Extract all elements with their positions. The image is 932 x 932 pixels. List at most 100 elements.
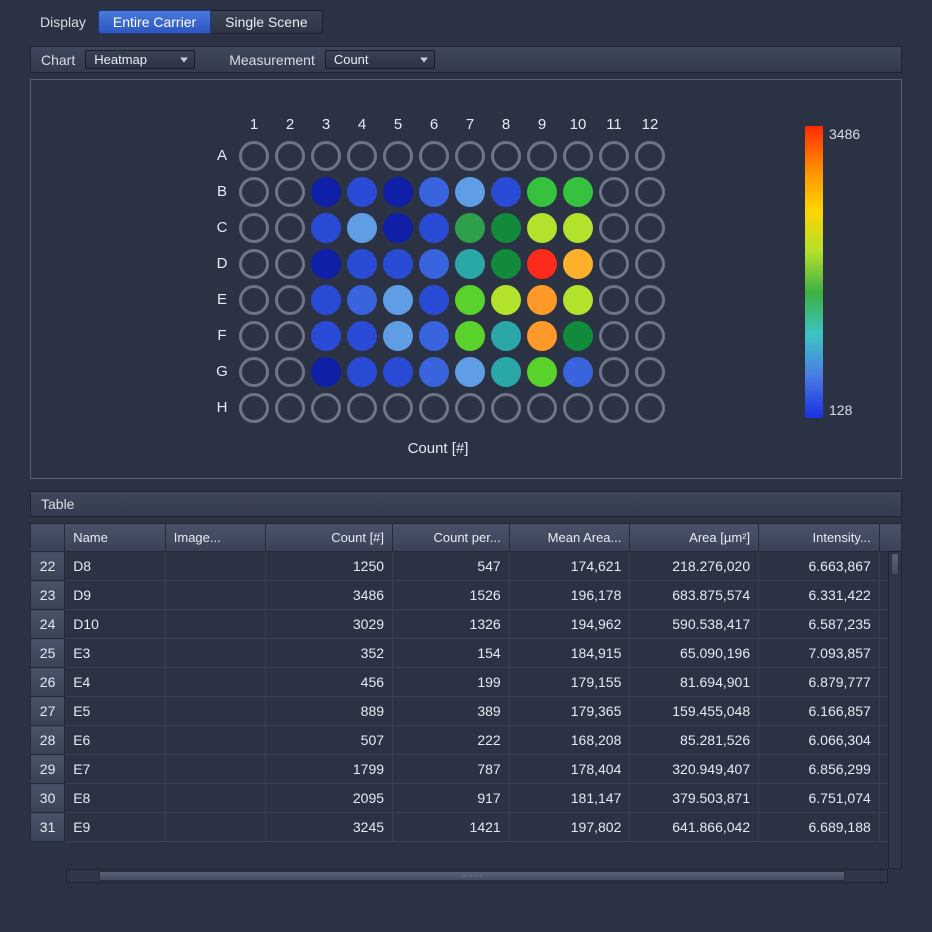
well-G8[interactable] (491, 357, 521, 387)
well-F6[interactable] (419, 321, 449, 351)
well-B9[interactable] (527, 177, 557, 207)
well-F7[interactable] (455, 321, 485, 351)
well-A5[interactable] (383, 141, 413, 171)
well-D3[interactable] (311, 249, 341, 279)
well-B12[interactable] (635, 177, 665, 207)
well-G6[interactable] (419, 357, 449, 387)
well-F11[interactable] (599, 321, 629, 351)
well-C4[interactable] (347, 213, 377, 243)
well-B7[interactable] (455, 177, 485, 207)
col-header-area[interactable]: Area [µm²] (630, 524, 759, 552)
well-E2[interactable] (275, 285, 305, 315)
well-H6[interactable] (419, 393, 449, 423)
well-H4[interactable] (347, 393, 377, 423)
table-horizontal-scrollbar[interactable] (66, 869, 888, 883)
well-B1[interactable] (239, 177, 269, 207)
well-H9[interactable] (527, 393, 557, 423)
entire-carrier-button[interactable]: Entire Carrier (98, 10, 211, 34)
col-header-name[interactable]: Name (65, 524, 166, 552)
well-H11[interactable] (599, 393, 629, 423)
well-E12[interactable] (635, 285, 665, 315)
well-A12[interactable] (635, 141, 665, 171)
well-A9[interactable] (527, 141, 557, 171)
well-G3[interactable] (311, 357, 341, 387)
well-C2[interactable] (275, 213, 305, 243)
well-A4[interactable] (347, 141, 377, 171)
well-C11[interactable] (599, 213, 629, 243)
well-D9[interactable] (527, 249, 557, 279)
well-E3[interactable] (311, 285, 341, 315)
well-C10[interactable] (563, 213, 593, 243)
well-C3[interactable] (311, 213, 341, 243)
well-C9[interactable] (527, 213, 557, 243)
well-D12[interactable] (635, 249, 665, 279)
well-B5[interactable] (383, 177, 413, 207)
well-A2[interactable] (275, 141, 305, 171)
well-G9[interactable] (527, 357, 557, 387)
well-F9[interactable] (527, 321, 557, 351)
well-F2[interactable] (275, 321, 305, 351)
well-E6[interactable] (419, 285, 449, 315)
well-G11[interactable] (599, 357, 629, 387)
well-H1[interactable] (239, 393, 269, 423)
well-G2[interactable] (275, 357, 305, 387)
well-B4[interactable] (347, 177, 377, 207)
well-D5[interactable] (383, 249, 413, 279)
well-E7[interactable] (455, 285, 485, 315)
well-C1[interactable] (239, 213, 269, 243)
well-D1[interactable] (239, 249, 269, 279)
well-C12[interactable] (635, 213, 665, 243)
well-E5[interactable] (383, 285, 413, 315)
well-E11[interactable] (599, 285, 629, 315)
well-G7[interactable] (455, 357, 485, 387)
well-H8[interactable] (491, 393, 521, 423)
well-D8[interactable] (491, 249, 521, 279)
well-E1[interactable] (239, 285, 269, 315)
well-H10[interactable] (563, 393, 593, 423)
chart-type-dropdown[interactable]: Heatmap (85, 50, 195, 69)
well-G10[interactable] (563, 357, 593, 387)
table-row[interactable]: 27E5889389179,365159.455,0486.166,8574 (31, 697, 902, 726)
table-row[interactable]: 22D81250547174,621218.276,0206.663,8677 (31, 552, 902, 581)
table-row[interactable]: 26E4456199179,15581.694,9016.879,7772 (31, 668, 902, 697)
well-A10[interactable] (563, 141, 593, 171)
table-row[interactable]: 24D1030291326194,962590.538,4176.587,235… (31, 610, 902, 639)
well-C8[interactable] (491, 213, 521, 243)
well-A6[interactable] (419, 141, 449, 171)
col-header-image[interactable]: Image... (165, 524, 266, 552)
well-G4[interactable] (347, 357, 377, 387)
col-header-extra[interactable] (879, 524, 901, 552)
well-F8[interactable] (491, 321, 521, 351)
table-row[interactable]: 30E82095917181,147379.503,8716.751,0741 (31, 784, 902, 813)
well-B6[interactable] (419, 177, 449, 207)
well-C7[interactable] (455, 213, 485, 243)
col-header-countper[interactable]: Count per... (393, 524, 510, 552)
well-B10[interactable] (563, 177, 593, 207)
well-F5[interactable] (383, 321, 413, 351)
well-D7[interactable] (455, 249, 485, 279)
table-row[interactable]: 25E3352154184,91565.090,1967.093,8572 (31, 639, 902, 668)
well-A8[interactable] (491, 141, 521, 171)
well-H12[interactable] (635, 393, 665, 423)
col-header-count[interactable]: Count [#] (266, 524, 393, 552)
single-scene-button[interactable]: Single Scene (211, 10, 323, 34)
well-A11[interactable] (599, 141, 629, 171)
well-G12[interactable] (635, 357, 665, 387)
well-H2[interactable] (275, 393, 305, 423)
col-header-meanarea[interactable]: Mean Area... (509, 524, 630, 552)
well-B3[interactable] (311, 177, 341, 207)
well-C6[interactable] (419, 213, 449, 243)
measurement-dropdown[interactable]: Count (325, 50, 435, 69)
well-F1[interactable] (239, 321, 269, 351)
col-header-rownum[interactable] (31, 524, 65, 552)
well-G5[interactable] (383, 357, 413, 387)
well-D2[interactable] (275, 249, 305, 279)
well-H7[interactable] (455, 393, 485, 423)
table-row[interactable]: 28E6507222168,20885.281,5266.066,3042 (31, 726, 902, 755)
well-D10[interactable] (563, 249, 593, 279)
well-C5[interactable] (383, 213, 413, 243)
well-F12[interactable] (635, 321, 665, 351)
well-B8[interactable] (491, 177, 521, 207)
well-B11[interactable] (599, 177, 629, 207)
well-A3[interactable] (311, 141, 341, 171)
